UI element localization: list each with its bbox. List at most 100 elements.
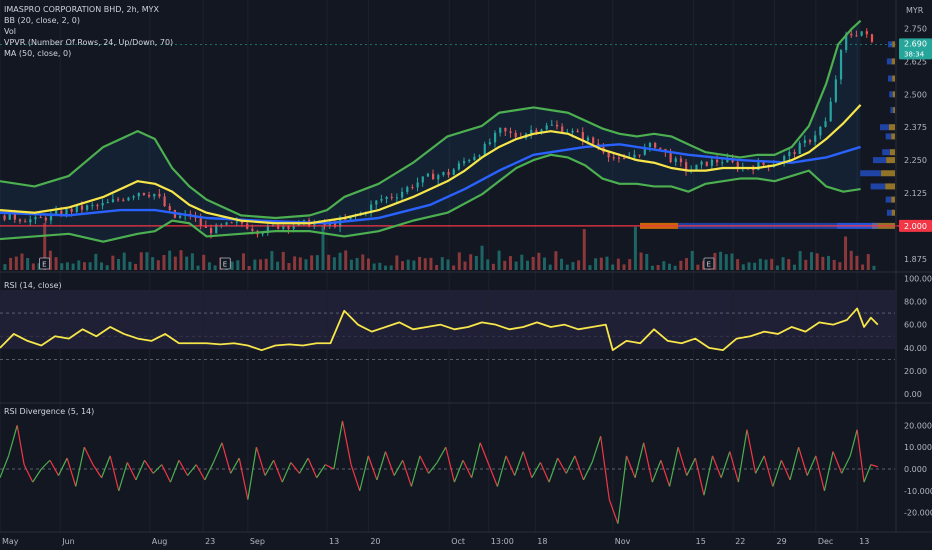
volume-bar — [543, 257, 547, 270]
div-segment — [307, 457, 318, 478]
candle-body — [793, 151, 796, 155]
candle-body — [581, 132, 584, 141]
candle-body — [80, 205, 84, 210]
volume-bar — [128, 261, 132, 270]
candle-body — [380, 199, 383, 201]
div-tick-label: 0.000 — [904, 465, 927, 474]
time-label: Nov — [615, 537, 631, 546]
volume-bar — [406, 259, 410, 270]
candle-body — [401, 191, 404, 198]
div-segment — [298, 457, 309, 474]
div-segment — [100, 455, 111, 478]
div-segment — [453, 460, 464, 483]
candle-body — [261, 233, 264, 235]
candle-body — [473, 156, 476, 161]
volume-bar — [855, 255, 859, 270]
candle-body — [96, 205, 99, 207]
volume-bar — [446, 259, 450, 270]
candle-body — [721, 162, 724, 164]
candle-body — [65, 208, 68, 216]
div-segment — [823, 451, 834, 491]
volume-bar — [236, 260, 240, 270]
candle-body — [230, 222, 233, 224]
volume-bar — [730, 253, 734, 270]
legend-ma[interactable]: MA (50, close, 0) — [4, 49, 72, 58]
time-label: 20 — [370, 537, 380, 546]
div-segment — [686, 457, 696, 476]
candle-body — [127, 197, 130, 201]
legend-vpvr[interactable]: VPVR (Number Of Rows, 24, Up/Down, 70) — [4, 38, 174, 47]
volume-bar — [156, 260, 160, 270]
div-segment — [531, 462, 541, 479]
candle-body — [44, 217, 47, 221]
volume-bar — [230, 261, 234, 270]
div-segment — [539, 462, 550, 483]
vpvr-row-up — [888, 75, 893, 82]
bb-upper-line — [0, 19, 862, 220]
div-segment — [677, 446, 688, 476]
div-segment — [600, 436, 610, 500]
volume-bar — [366, 258, 370, 270]
div-segment — [290, 462, 300, 474]
div-segment — [144, 459, 154, 474]
volume-bar — [395, 255, 399, 270]
candle-body — [101, 203, 104, 206]
volume-bar — [798, 251, 802, 270]
candle-body — [623, 157, 626, 159]
candle-body — [333, 223, 337, 227]
rsi-tick-label: 100.00 — [904, 274, 932, 283]
candle-body — [426, 173, 430, 177]
legend-vol[interactable]: Vol — [4, 27, 16, 36]
volume-bar — [662, 261, 666, 270]
candle-body — [106, 202, 109, 204]
symbol-title[interactable]: IMASPRO CORPORATION BHD, 2h, MYX — [4, 5, 160, 14]
bb-cloud — [0, 20, 861, 242]
volume-bar — [582, 229, 586, 270]
candle-body — [710, 159, 714, 166]
div-segment — [668, 447, 679, 487]
div-segment — [402, 460, 412, 487]
last-price-label: 2.690 — [904, 39, 927, 48]
candle-body — [235, 221, 238, 223]
volume-bar — [560, 258, 564, 270]
ma50-line — [0, 143, 861, 225]
volume-bar — [503, 260, 507, 270]
earnings-marker-label: E — [706, 261, 710, 269]
div-segment — [161, 464, 171, 483]
time-label: May — [2, 537, 19, 546]
div-segment — [221, 442, 232, 474]
volume-bar — [378, 262, 382, 270]
rsi-title[interactable]: RSI (14, close) — [4, 281, 62, 290]
volume-bar — [202, 254, 206, 270]
candle-body — [530, 129, 533, 134]
time-label: Dec — [818, 537, 833, 546]
volume-bar — [525, 260, 529, 270]
candle-body — [24, 221, 27, 223]
price-tick-label: 2.625 — [904, 57, 927, 66]
volume-bar — [253, 259, 257, 270]
volume-bar — [486, 259, 490, 270]
div-segment — [772, 460, 782, 487]
div-title[interactable]: RSI Divergence (5, 14) — [4, 407, 95, 416]
div-segment — [393, 459, 404, 476]
vpvr-row-up — [890, 107, 894, 114]
legend-bb[interactable]: BB (20, close, 2, 0) — [4, 16, 80, 25]
volume-bar — [287, 263, 291, 270]
volume-bar — [298, 257, 302, 270]
div-segment — [660, 460, 671, 487]
div-segment — [350, 464, 361, 492]
candle-body — [504, 127, 507, 132]
volume-bar — [383, 265, 387, 270]
candle-body — [13, 212, 16, 220]
div-tick-label: -20.000 — [904, 509, 932, 518]
div-segment — [591, 436, 602, 463]
volume-bar — [196, 265, 200, 270]
div-segment — [57, 457, 68, 476]
volume-bar — [605, 256, 609, 270]
currency-label[interactable]: MYR — [906, 6, 924, 15]
candle-body — [576, 130, 579, 133]
candle-body — [592, 137, 595, 144]
volume-bar — [145, 252, 149, 270]
